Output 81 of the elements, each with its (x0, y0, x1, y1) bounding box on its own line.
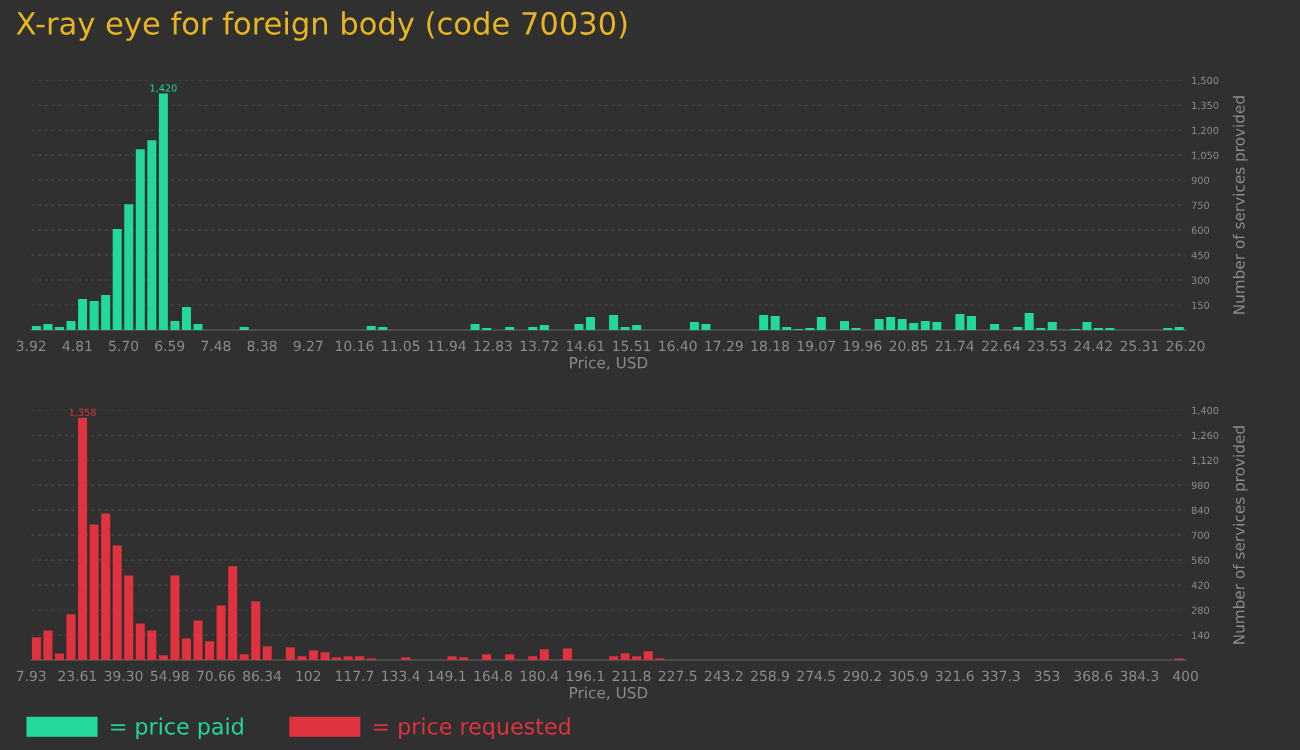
x-tick-label: 8.38 (247, 340, 277, 352)
y-tick-label: 450 (1191, 251, 1210, 259)
y-tick-label: 900 (1191, 176, 1210, 184)
x-tick-label: 13.72 (520, 340, 558, 352)
data-label: 1,358 (69, 408, 96, 417)
x-tick-label: 23.53 (1028, 340, 1066, 352)
x-tick-label: 400 (1173, 670, 1198, 682)
x-tick-label: 11.05 (382, 340, 420, 352)
x-tick-label: 384.3 (1120, 670, 1159, 682)
x-tick-label: 86.34 (243, 670, 282, 682)
data-label: 1,420 (150, 84, 177, 93)
x-tick-label: 15.51 (613, 340, 651, 352)
y-tick-label: 980 (1191, 481, 1210, 490)
x-tick-label: 368.6 (1074, 670, 1113, 682)
x-tick-label: 133.4 (382, 670, 420, 682)
x-tick-label: 211.8 (612, 670, 651, 682)
x-tick-label: 70.66 (197, 670, 235, 682)
x-tick-label: 7.93 (16, 670, 46, 682)
x-tick-label: 25.31 (1120, 340, 1159, 352)
x-tick-label: 17.29 (705, 340, 743, 352)
x-tick-label: 39.30 (104, 670, 143, 682)
y-tick-label: 280 (1191, 606, 1210, 614)
y-tick-label: 1,260 (1192, 431, 1219, 441)
x-tick-label: 196.1 (566, 670, 604, 682)
x-tick-label: 227.5 (658, 670, 697, 682)
x-tick-label: 321.6 (935, 670, 974, 682)
legend-label: = price paid (111, 717, 243, 739)
x-tick-label: 164.8 (474, 670, 512, 682)
y-tick-label: 1,400 (1192, 406, 1219, 416)
x-tick-label: 14.61 (566, 340, 604, 352)
y-tick-label: 1,200 (1192, 126, 1219, 136)
x-tick-label: 274.5 (797, 670, 835, 682)
x-tick-label: 117.7 (336, 670, 374, 681)
y-tick-label: 560 (1191, 556, 1210, 564)
x-tick-label: 258.9 (751, 670, 789, 682)
y-axis-title: Number of services provided (1232, 426, 1248, 644)
x-tick-label: 20.85 (889, 340, 928, 352)
y-tick-label: 300 (1191, 276, 1210, 284)
x-tick-label: 180.4 (520, 670, 559, 682)
x-tick-label: 22.64 (982, 340, 1020, 352)
x-tick-label: 290.2 (843, 670, 881, 682)
y-tick-label: 840 (1191, 506, 1210, 514)
y-tick-label: 150 (1192, 301, 1210, 309)
x-tick-label: 305.9 (889, 670, 928, 682)
y-tick-label: 1,500 (1192, 76, 1219, 86)
x-tick-label: 24.42 (1074, 340, 1112, 351)
y-tick-label: 420 (1191, 581, 1210, 589)
x-tick-label: 16.40 (659, 340, 697, 352)
x-tick-label: 243.2 (704, 670, 743, 682)
x-tick-label: 6.59 (155, 340, 185, 352)
x-tick-label: 5.70 (109, 340, 139, 352)
x-tick-label: 102 (296, 670, 321, 682)
x-tick-label: 19.07 (797, 340, 835, 352)
x-tick-label: 3.92 (16, 340, 46, 352)
x-tick-label: 26.20 (1166, 340, 1205, 352)
x-tick-label: 18.18 (751, 340, 789, 352)
chart-title: X-ray eye for foreign body (code 70030) (16, 11, 627, 41)
x-tick-label: 54.98 (150, 670, 189, 682)
x-tick-label: 337.3 (982, 670, 1020, 682)
y-tick-label: 700 (1191, 531, 1210, 539)
x-axis-title: Price, USD (570, 686, 648, 701)
y-tick-label: 140 (1192, 631, 1210, 639)
x-tick-label: 11.94 (428, 340, 466, 352)
y-tick-label: 1,120 (1192, 456, 1219, 466)
x-tick-label: 19.96 (844, 340, 882, 352)
x-tick-label: 9.27 (293, 340, 323, 352)
y-tick-label: 1,350 (1192, 101, 1219, 111)
y-tick-label: 1,050 (1192, 151, 1219, 160)
y-tick-label: 750 (1191, 201, 1210, 209)
x-tick-label: 7.48 (201, 340, 231, 352)
x-tick-label: 12.83 (474, 340, 512, 352)
x-tick-label: 353 (1034, 670, 1060, 682)
y-axis-title: Number of services provided (1232, 96, 1248, 314)
y-tick-label: 600 (1191, 226, 1210, 234)
legend-label: = price requested (373, 717, 570, 739)
x-tick-label: 149.1 (428, 670, 466, 682)
x-axis-title: Price, USD (570, 356, 648, 371)
x-tick-label: 10.16 (336, 340, 374, 352)
x-tick-label: 4.81 (62, 340, 92, 352)
x-tick-label: 23.61 (58, 670, 96, 682)
x-tick-label: 21.74 (935, 340, 974, 351)
